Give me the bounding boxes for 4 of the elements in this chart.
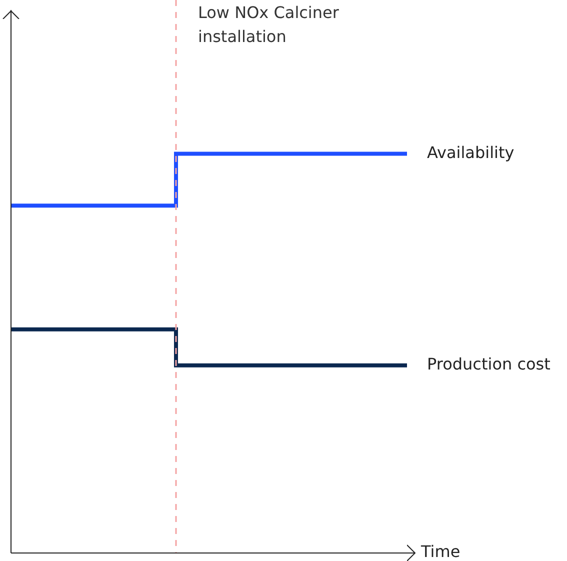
x-axis-title: Time xyxy=(420,542,460,561)
series-label: Availability xyxy=(427,142,514,162)
text: Low NOx Calciner installation xyxy=(198,3,340,46)
series-label: Production cost xyxy=(427,354,550,374)
